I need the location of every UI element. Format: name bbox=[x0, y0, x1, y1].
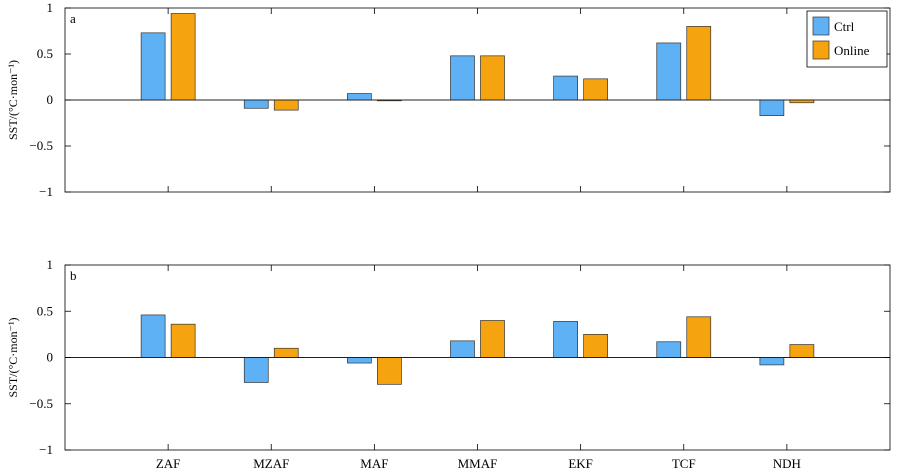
bar-ctrl-ekf bbox=[553, 321, 578, 358]
bar-ctrl-zaf bbox=[140, 314, 166, 358]
bar-online-tcf bbox=[686, 26, 712, 101]
bar-ctrl-maf bbox=[347, 93, 372, 101]
y-tick-label: −0.5 bbox=[29, 138, 53, 153]
bar-online-ndh bbox=[789, 99, 815, 104]
bar-online-mmaf bbox=[480, 320, 505, 358]
bar-ctrl-maf bbox=[347, 357, 372, 364]
y-tick-label: −0.5 bbox=[29, 396, 53, 411]
bar-ctrl-ekf bbox=[553, 75, 578, 101]
bar-online-zaf bbox=[170, 323, 196, 358]
legend: Ctrl Online bbox=[806, 10, 888, 68]
bar-online-mzaf bbox=[273, 99, 299, 111]
bar-online-ndh bbox=[789, 344, 815, 358]
y-tick-label: 0.5 bbox=[37, 303, 53, 318]
x-category-label: TCF bbox=[672, 456, 696, 471]
bar-ctrl-mzaf bbox=[243, 99, 269, 109]
bar-online-mzaf bbox=[273, 347, 299, 358]
x-category-label: ZAF bbox=[156, 456, 181, 471]
legend-swatch-ctrl bbox=[812, 16, 830, 36]
bar-ctrl-mmaf bbox=[450, 55, 475, 101]
legend-swatch-online bbox=[812, 40, 830, 60]
y-tick-label: 0 bbox=[47, 350, 54, 365]
bar-online-zaf bbox=[170, 13, 196, 101]
y-axis-label: SST/(°C·mon⁻¹) bbox=[6, 317, 20, 397]
bar-online-tcf bbox=[686, 316, 712, 358]
panel-letter: b bbox=[70, 268, 77, 283]
bar-ctrl-ndh bbox=[759, 99, 785, 116]
legend-label-online: Online bbox=[834, 43, 870, 58]
y-tick-label: −1 bbox=[39, 442, 53, 457]
bar-ctrl-mzaf bbox=[243, 357, 269, 383]
x-category-label: MZAF bbox=[253, 456, 289, 471]
legend-label-ctrl: Ctrl bbox=[834, 19, 855, 34]
y-tick-label: 0 bbox=[47, 92, 54, 107]
bar-online-ekf bbox=[583, 78, 608, 101]
bar-online-maf bbox=[377, 357, 402, 385]
bar-online-ekf bbox=[583, 334, 608, 358]
y-tick-label: 1 bbox=[47, 257, 54, 272]
y-tick-label: −1 bbox=[39, 184, 53, 199]
x-category-label: EKF bbox=[568, 456, 593, 471]
chart-panel-a: 1 0.5 0 −0.5 −1 a SST/(°C·mon⁻¹) Ctrl Online bbox=[6, 0, 891, 199]
bar-ctrl-mmaf bbox=[450, 340, 475, 358]
chart-panel-b: 1 0.5 0 −0.5 −1 ZAF MZAF MAF MMAF EKF TCF NDH b SST/(… bbox=[6, 257, 891, 471]
y-tick-label: 0.5 bbox=[37, 46, 53, 61]
bar-ctrl-zaf bbox=[140, 32, 166, 101]
bar-ctrl-tcf bbox=[656, 341, 682, 358]
y-tick-label: 1 bbox=[47, 0, 54, 15]
y-axis-label: SST/(°C·mon⁻¹) bbox=[6, 60, 20, 140]
x-category-label: NDH bbox=[773, 456, 801, 471]
panel-letter: a bbox=[70, 11, 76, 26]
x-category-label: MAF bbox=[360, 456, 388, 471]
bar-online-mmaf bbox=[480, 55, 505, 101]
bar-ctrl-ndh bbox=[759, 357, 785, 366]
bar-ctrl-tcf bbox=[656, 42, 682, 101]
x-category-label: MMAF bbox=[458, 456, 498, 471]
